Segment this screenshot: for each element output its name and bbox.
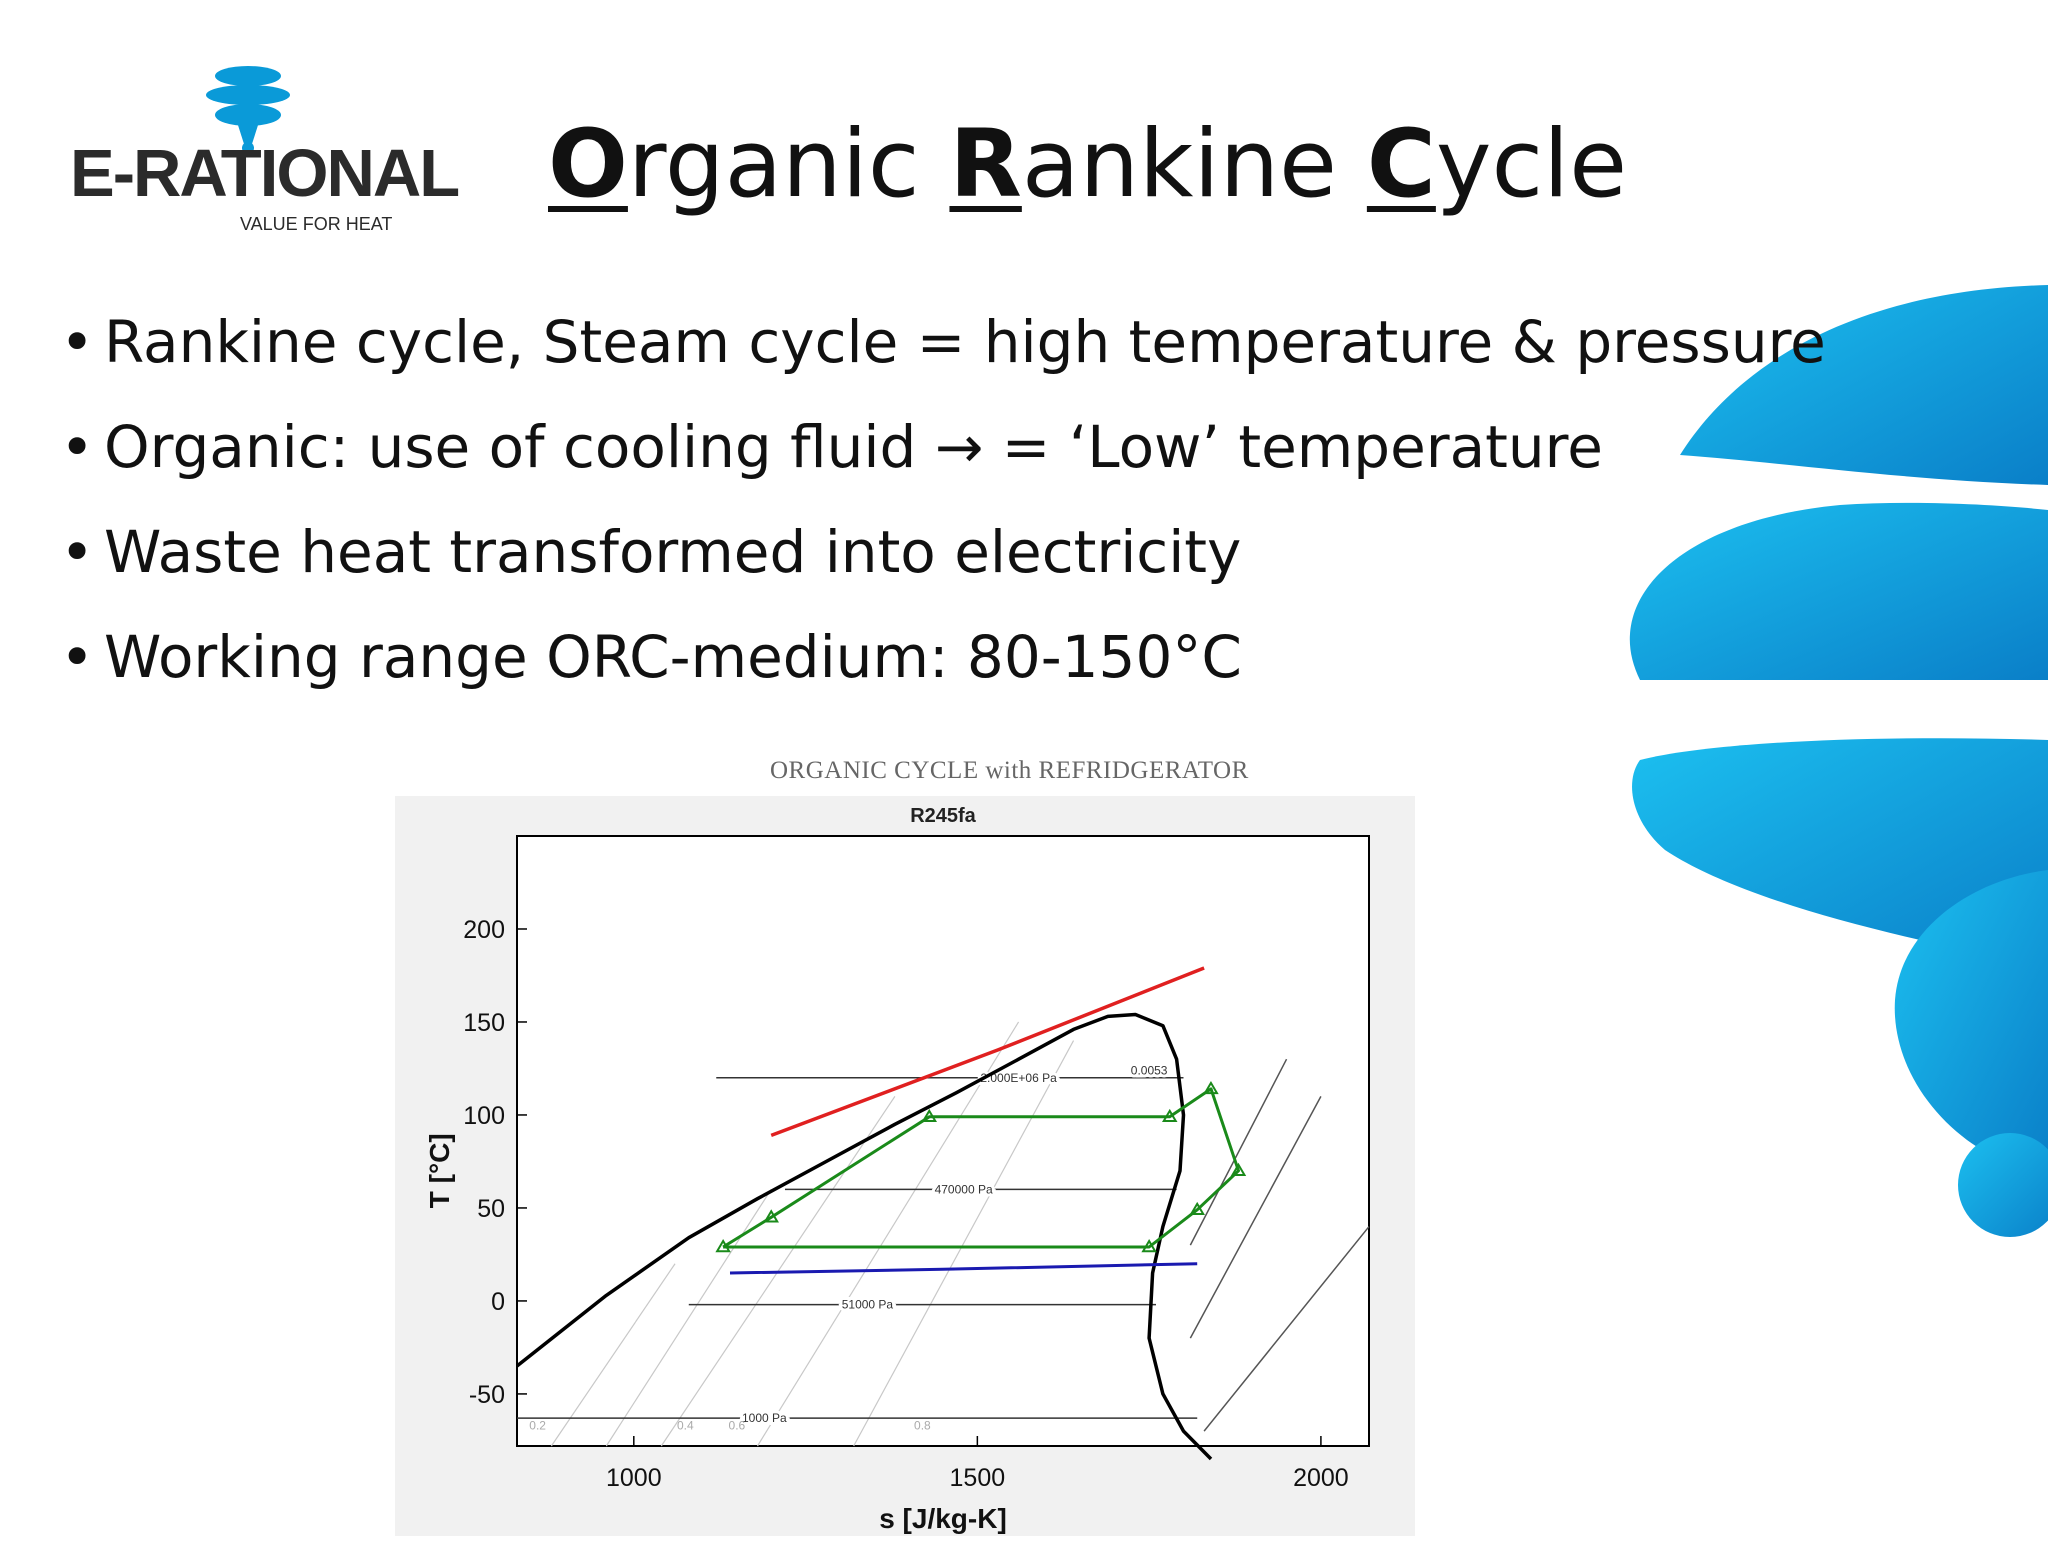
bullet-dot-icon: • xyxy=(60,308,95,376)
ts-diagram-chart: R245fa 2.000E+06 Pa 0.0053 470000 Pa 51000 P… xyxy=(395,796,1415,1536)
page-title: Organic Rankine Cycle xyxy=(548,118,1627,212)
bullet-item: • Organic: use of cooling fluid → = ‘Low’… xyxy=(60,409,1826,514)
cycle-state-marker xyxy=(921,1108,938,1123)
bullet-list: • Rankine cycle, Steam cycle = high tempe… xyxy=(60,304,1826,724)
figure-caption: ORGANIC CYCLE with REFRIDGERATOR xyxy=(770,757,1249,784)
bullet-item: • Working range ORC-medium: 80-150°C xyxy=(60,619,1826,724)
x-tick-label: 2000 xyxy=(1293,1464,1349,1492)
quality-label: 0.8 xyxy=(914,1419,931,1433)
y-tick-label: 0 xyxy=(491,1288,505,1316)
isobar-label: 470000 Pa xyxy=(935,1182,993,1196)
bullet-dot-icon: • xyxy=(60,518,95,586)
quality-isoline xyxy=(550,1263,676,1447)
isobar-extension-line xyxy=(1189,1058,1288,1246)
chart-title: R245fa xyxy=(910,805,976,827)
title-word-rganic: rganic xyxy=(627,110,950,219)
isobar-label: 2.000E+06 Pa xyxy=(980,1071,1057,1085)
cycle-state-marker xyxy=(1203,1080,1219,1095)
isobar-label: 51000 Pa xyxy=(842,1298,894,1312)
bullet-item: • Waste heat transformed into electricity xyxy=(60,514,1826,619)
x-tick-label: 1000 xyxy=(606,1464,662,1492)
quality-label: 0.2 xyxy=(529,1419,546,1433)
cycle-state-marker xyxy=(1141,1239,1157,1253)
isobar-label: 0.0053 xyxy=(1131,1063,1168,1077)
x-axis-label: s [J/kg-K] xyxy=(879,1503,1007,1534)
cycle-state-marker xyxy=(763,1209,779,1223)
quality-isoline xyxy=(605,1189,772,1447)
logo-tagline: VALUE FOR HEAT xyxy=(240,214,393,234)
bullet-text: Rankine cycle, Steam cycle = high temper… xyxy=(104,308,1826,376)
quality-label: 0.4 xyxy=(677,1419,694,1433)
x-tick-label: 1500 xyxy=(950,1464,1006,1492)
series-dome-line xyxy=(515,1012,1213,1461)
cycle-state-marker xyxy=(1161,1108,1178,1123)
logo-wordmark: E-RATIONAL xyxy=(70,136,460,211)
logo-droplet-icon xyxy=(206,66,290,154)
y-axis-label: T [°C] xyxy=(424,1133,455,1208)
cycle-state-marker xyxy=(715,1239,731,1253)
series-cycle-line xyxy=(722,1087,1240,1249)
isobar-extension-line xyxy=(1203,1226,1370,1432)
title-letter-r: R xyxy=(949,110,1022,219)
chart-svg: R245fa 2.000E+06 Pa 0.0053 470000 Pa 51000 P… xyxy=(395,796,1415,1536)
title-letter-o: O xyxy=(548,110,628,219)
company-logo xyxy=(55,60,435,240)
series-cooling-line xyxy=(729,1262,1198,1275)
plot-frame xyxy=(516,835,1370,1447)
title-word-ycle: ycle xyxy=(1435,110,1628,219)
isobar-label: 1000 Pa xyxy=(742,1411,787,1425)
quality-label: 0.6 xyxy=(729,1419,746,1433)
series-heat-source-line xyxy=(770,966,1205,1138)
quality-isoline xyxy=(756,1021,1020,1447)
y-tick-label: 200 xyxy=(463,916,505,944)
bullet-text: Waste heat transformed into electricity xyxy=(104,518,1242,586)
y-tick-label: 100 xyxy=(463,1102,505,1130)
isobar-extension-line xyxy=(1189,1096,1322,1339)
cycle-state-marker xyxy=(1230,1162,1247,1176)
title-word-ankine: ankine xyxy=(1021,110,1367,219)
title-letter-c: C xyxy=(1366,110,1436,219)
quality-isoline xyxy=(853,1040,1075,1447)
bullet-text: Working range ORC-medium: 80-150°C xyxy=(104,623,1242,691)
bullet-dot-icon: • xyxy=(60,623,95,691)
y-tick-label: 150 xyxy=(463,1009,505,1037)
y-tick-label: 50 xyxy=(477,1195,505,1223)
bullet-dot-icon: • xyxy=(60,413,95,481)
bullet-item: • Rankine cycle, Steam cycle = high tempe… xyxy=(60,304,1826,409)
cycle-state-marker xyxy=(1189,1201,1205,1216)
bullet-text: Organic: use of cooling fluid → = ‘Low’ … xyxy=(104,413,1603,481)
y-tick-label: -50 xyxy=(469,1381,505,1409)
